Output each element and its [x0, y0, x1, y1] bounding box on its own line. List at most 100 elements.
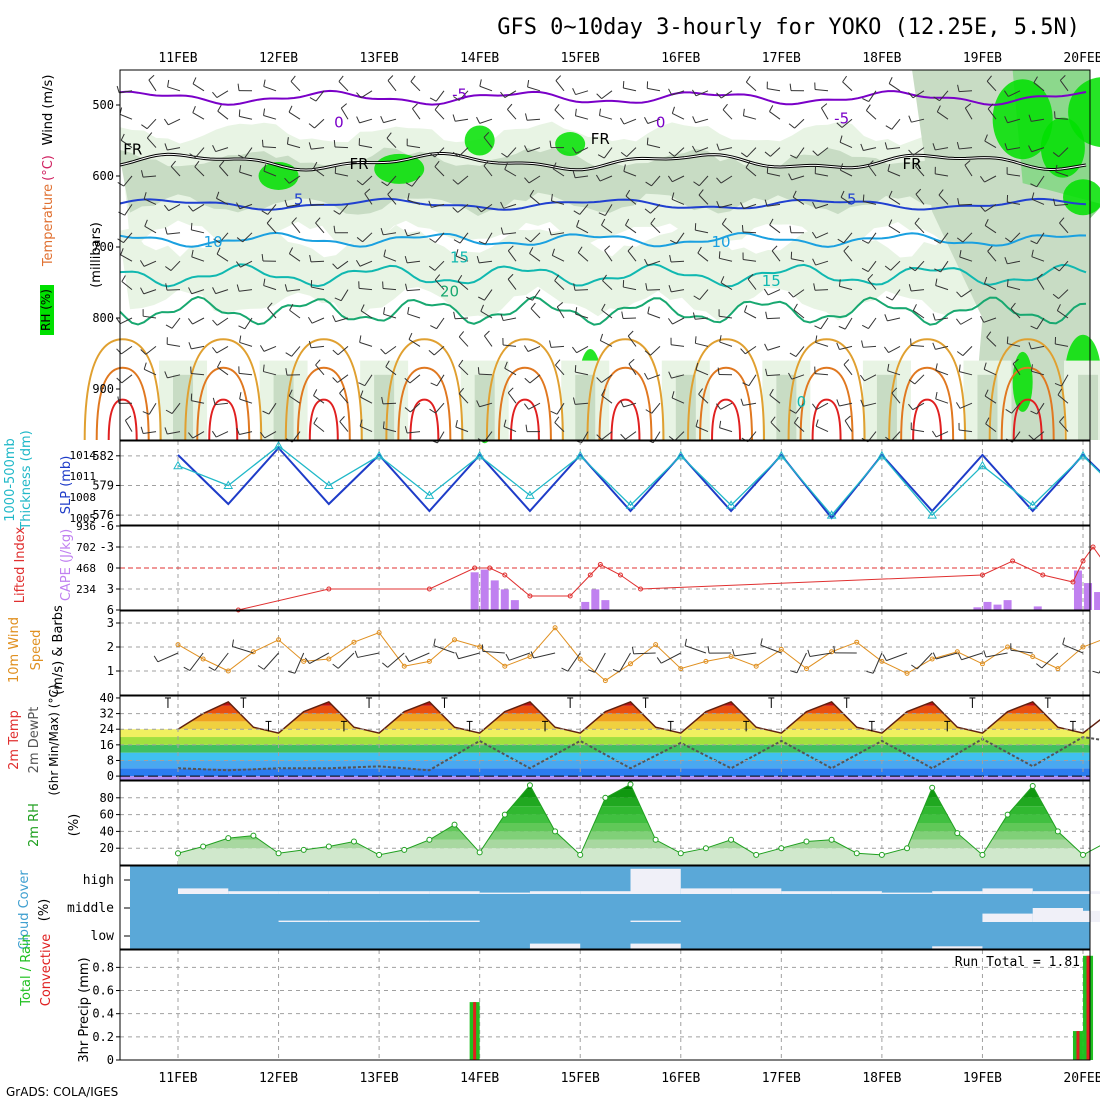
wind-barb: [239, 431, 253, 436]
temp-tick-label: 8: [107, 753, 114, 767]
wind-barb-flag: [452, 179, 459, 185]
wind-barb: [313, 167, 325, 177]
wind-barb-flag: [524, 145, 529, 152]
wind-barb: [839, 402, 853, 407]
wind-barb-flag: [596, 93, 602, 100]
lifted-index-point: [1010, 558, 1016, 564]
wind-barb: [986, 80, 997, 92]
wind-barb: [483, 335, 493, 347]
wind-barb-flag: [885, 125, 893, 130]
temp-color-band: [120, 760, 1090, 769]
wind-barb-flag: [190, 222, 193, 230]
wind-barb-flag: [163, 118, 169, 126]
wind-barb-flag: [668, 371, 672, 379]
wind-barb: [215, 431, 229, 438]
wind-barb-flag: [986, 75, 992, 82]
wind-barb-flag: [259, 431, 266, 439]
wind-barb-flag: [551, 248, 555, 256]
wind-barb-flag: [380, 227, 384, 235]
wind-barb-flag: [164, 427, 168, 435]
wind-barb: [407, 145, 421, 149]
wind-barb: [1036, 402, 1045, 415]
wind-barb: [983, 317, 997, 323]
wind-barb: [455, 255, 469, 262]
wind-barb-flag: [455, 652, 459, 659]
wind-barb: [719, 203, 733, 209]
temp-arch-contour: [687, 338, 766, 441]
temp-contour-15: [119, 263, 1087, 288]
precip-tick-label: 0.4: [92, 1007, 114, 1021]
wind-barb-flag: [601, 389, 606, 396]
wind-barb: [121, 374, 133, 384]
rh-2m-point: [577, 851, 584, 858]
wind-barb-flag: [769, 218, 774, 226]
wind-barb: [795, 346, 805, 357]
contour-label: FR: [591, 130, 610, 148]
wind-barb: [266, 222, 277, 234]
wind-barb-flag: [645, 283, 648, 291]
thickness-point: [877, 450, 887, 460]
wind-barb-flag: [908, 115, 912, 123]
temp-tick-label: 24: [100, 722, 114, 736]
wind-barb: [672, 175, 685, 183]
wind-barb: [1007, 173, 1021, 177]
wind-barb: [959, 147, 973, 150]
wind-barb: [746, 81, 757, 92]
wind-barb: [359, 287, 373, 291]
wind-barb: [698, 393, 709, 404]
wind-barb: [556, 402, 565, 415]
wind-barb-flag: [505, 653, 510, 661]
temp-arch-contour: [409, 398, 440, 441]
rh-2m-point: [929, 784, 936, 791]
rh-tick-label: 40: [100, 824, 114, 838]
run-total-label: Run Total = 1.81: [955, 955, 1080, 970]
wind-barb: [503, 425, 517, 433]
cloud-bar-high: [982, 888, 1033, 894]
wind-barb-flag: [620, 400, 624, 408]
wind-barb-flag: [765, 311, 768, 319]
rh-2m-point: [728, 836, 735, 843]
wind-barb: [843, 250, 853, 262]
wind-barb-flag: [334, 297, 342, 302]
thickness-point: [675, 450, 686, 460]
wind-barb: [915, 165, 925, 177]
wind-barb-flag: [812, 258, 817, 266]
wind-barb-flag: [862, 98, 869, 103]
wind-barb: [168, 118, 181, 126]
wind-barb-flag: [339, 387, 345, 394]
wind-barb: [820, 317, 829, 330]
wind-barb-flag: [478, 296, 485, 301]
wind-barb-flag: [561, 667, 569, 672]
wind-barb-flag: [1006, 336, 1009, 344]
lifted-index-label: Lifted Index: [13, 526, 28, 603]
wind-barb: [985, 652, 1008, 658]
wind-barb: [385, 345, 397, 355]
rh-color-band: [178, 831, 1090, 840]
temp-color-band: [120, 721, 1090, 730]
wind-barb-flag: [693, 295, 700, 300]
wind-barb: [911, 289, 925, 292]
wind-barb: [791, 175, 805, 181]
temp-band-below-zero: [120, 776, 1090, 780]
thickness-point: [424, 490, 435, 499]
wind-barb-flag: [117, 181, 125, 187]
wind-barb: [938, 194, 949, 205]
wind-barb-flag: [742, 382, 750, 387]
wind-barb: [575, 115, 589, 120]
wind-barb: [840, 169, 853, 177]
wind-barb-flag: [740, 348, 746, 355]
date-label-top: 19FEB: [963, 51, 1002, 66]
wind-speed-point: [628, 661, 633, 667]
wind-barb: [594, 652, 606, 673]
wind-barb-flag: [669, 254, 672, 263]
wind-barb: [530, 308, 541, 319]
wind-barb: [315, 90, 325, 102]
wind-barb: [527, 86, 541, 92]
wind-barb: [809, 652, 832, 657]
cloud-bar-high: [379, 891, 430, 894]
wind-barb-flag: [288, 389, 293, 397]
temp-arch-contour: [787, 338, 866, 441]
wind-barb-flag: [935, 278, 938, 286]
precip-total-label: Total / Rain: [19, 934, 34, 1007]
lifted-index-point: [1090, 544, 1096, 550]
